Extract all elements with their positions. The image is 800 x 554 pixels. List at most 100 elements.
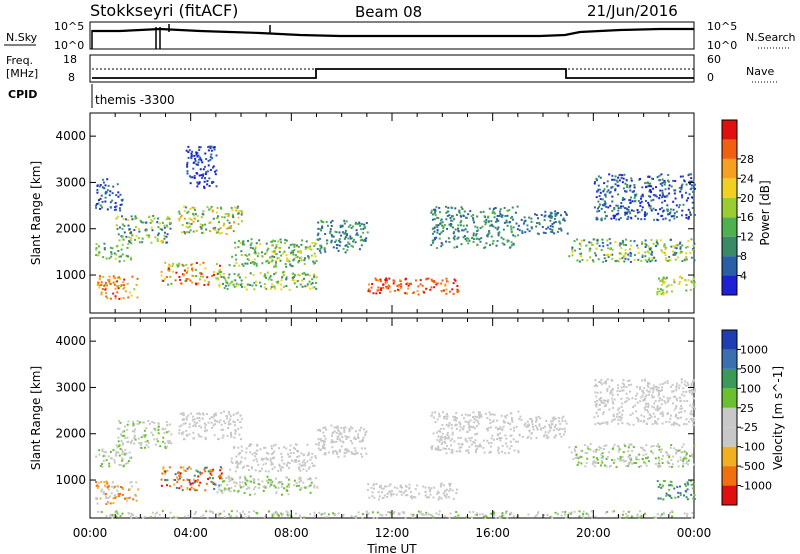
range-gate-cell (468, 426, 471, 429)
range-gate-cell (337, 430, 340, 433)
range-gate-cell (115, 451, 118, 454)
range-gate-cell (133, 442, 136, 445)
range-gate-cell (482, 446, 485, 449)
range-gate-cell (509, 513, 512, 516)
range-gate-cell (559, 214, 562, 217)
range-gate-cell (99, 207, 102, 210)
range-gate-cell (200, 174, 203, 177)
range-gate-cell (441, 224, 444, 227)
range-gate-cell (634, 404, 636, 407)
range-gate-cell (479, 445, 482, 448)
range-gate-cell (230, 224, 233, 227)
range-gate-cell (404, 494, 407, 497)
range-gate-cell (96, 188, 99, 191)
range-gate-cell (269, 479, 272, 482)
range-gate-cell (675, 389, 678, 392)
range-gate-cell (453, 218, 456, 221)
range-gate-cell (631, 462, 634, 465)
range-gate-cell (145, 444, 148, 447)
range-gate-cell (169, 516, 172, 519)
range-gate-cell (217, 228, 220, 231)
range-gate-cell (105, 459, 108, 462)
range-gate-cell (682, 457, 685, 460)
range-gate-cell (150, 218, 153, 221)
range-gate-cell (316, 276, 319, 279)
range-gate-cell (115, 444, 118, 447)
range-gate-cell (288, 288, 291, 291)
range-gate-cell (183, 230, 186, 233)
range-gate-cell (189, 229, 192, 232)
range-gate-cell (207, 470, 210, 473)
power-y-label: Slant Range [km] (29, 161, 43, 265)
range-gate-cell (167, 217, 170, 220)
range-gate-cell (245, 255, 248, 258)
range-gate-cell (196, 412, 199, 415)
range-gate-cell (506, 414, 509, 417)
range-gate-cell (429, 488, 432, 491)
range-gate-cell (655, 239, 658, 242)
range-gate-cell (344, 231, 347, 234)
range-gate-cell (277, 514, 280, 517)
range-gate-cell (685, 283, 688, 286)
range-gate-cell (466, 420, 469, 423)
range-gate-cell (212, 424, 215, 427)
range-gate-cell (618, 448, 621, 451)
range-gate-cell (161, 427, 164, 430)
range-gate-cell (670, 283, 673, 286)
range-gate-cell (433, 416, 436, 419)
range-gate-cell (392, 282, 395, 285)
range-gate-cell (152, 214, 155, 217)
range-gate-cell (371, 282, 374, 285)
range-gate-cell (478, 415, 481, 418)
range-gate-cell (257, 486, 260, 489)
range-gate-cell (120, 203, 123, 206)
range-gate-cell (163, 231, 166, 234)
range-gate-cell (526, 224, 529, 227)
range-gate-cell (212, 146, 215, 149)
range-gate-cell (118, 226, 121, 229)
range-gate-cell (195, 153, 198, 156)
range-gate-cell (435, 236, 438, 239)
range-gate-cell (380, 491, 383, 494)
range-gate-cell (329, 232, 332, 235)
range-gate-cell (253, 251, 256, 254)
range-gate-cell (459, 436, 462, 439)
range-gate-cell (625, 399, 628, 402)
range-gate-cell (265, 242, 268, 245)
noise-sky-line (92, 27, 694, 38)
range-gate-cell (207, 281, 210, 284)
range-gate-cell (551, 228, 554, 231)
range-gate-cell (453, 246, 456, 249)
range-gate-cell (600, 397, 603, 400)
range-gate-cell (497, 232, 500, 235)
range-gate-cell (131, 275, 134, 278)
range-gate-cell (693, 183, 696, 186)
range-gate-cell (95, 455, 98, 458)
range-gate-cell (244, 253, 247, 256)
range-gate-cell (167, 267, 170, 270)
range-gate-cell (184, 232, 187, 235)
range-gate-cell (607, 399, 610, 402)
range-gate-cell (203, 185, 206, 188)
range-gate-cell (444, 435, 447, 438)
range-gate-cell (246, 479, 249, 482)
range-gate-cell (678, 276, 681, 279)
colorbar-swatch (722, 446, 737, 467)
range-gate-cell (216, 272, 219, 275)
range-gate-cell (682, 387, 685, 390)
range-gate-cell (200, 159, 203, 162)
range-gate-cell (536, 428, 539, 431)
range-gate-cell (607, 189, 610, 192)
range-gate-cell (651, 177, 654, 180)
range-gate-cell (277, 482, 280, 485)
range-gate-cell (490, 235, 493, 238)
range-gate-cell (272, 444, 275, 447)
range-gate-cell (255, 262, 258, 265)
range-gate-cell (497, 446, 500, 449)
range-gate-cell (458, 446, 461, 449)
range-gate-cell (174, 478, 177, 481)
range-gate-cell (313, 486, 316, 489)
range-gate-cell (253, 261, 256, 264)
range-gate-cell (237, 240, 240, 243)
range-gate-cell (298, 477, 301, 480)
